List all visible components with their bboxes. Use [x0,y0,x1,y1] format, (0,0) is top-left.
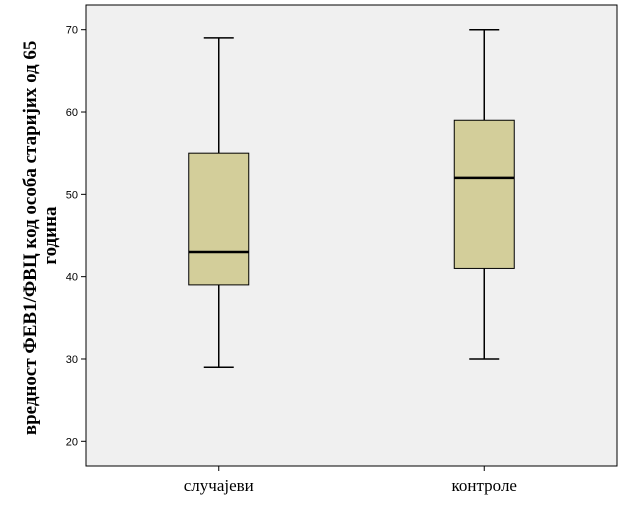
x-axis: случајеви контроле [184,466,517,495]
y-tick-label: 60 [66,107,78,119]
y-tick-label: 70 [66,25,78,37]
x-category-label: случајеви [184,476,254,495]
y-axis-title-line-2: година [40,206,61,265]
y-axis-title: вредност ФЕВ1/ФВЦ код особа старијих од … [20,36,61,435]
box-1 [188,37,250,368]
y-tick-label: 30 [66,354,78,366]
y-axis: 20 30 40 50 60 70 [66,25,86,448]
x-category-label: контроле [452,476,517,495]
box-2 [453,28,515,360]
y-axis-title-line-1: вредност ФЕВ1/ФВЦ код особа старијих од … [20,41,41,436]
boxes [188,28,515,368]
y-tick-label: 40 [66,272,78,284]
iqr-box [188,152,250,286]
y-tick-label: 50 [66,189,78,201]
iqr-box [453,119,515,269]
plot-area [85,4,618,467]
y-tick-label: 20 [66,436,78,448]
